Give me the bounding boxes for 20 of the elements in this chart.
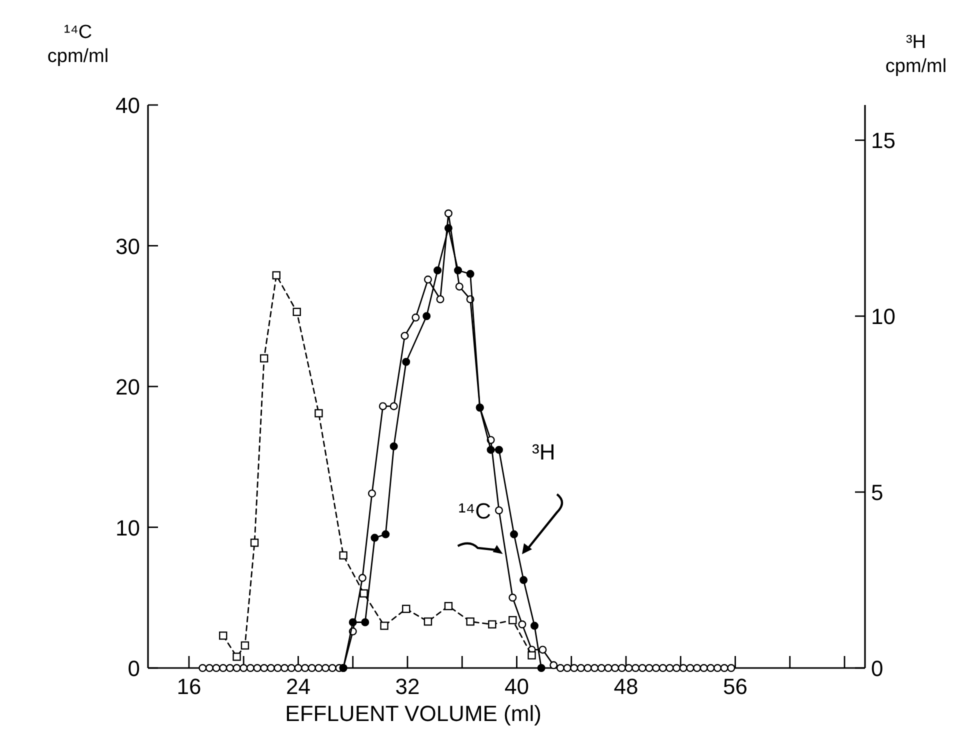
x-axis-title: EFFLUENT VOLUME (ml) [285, 701, 542, 726]
y-tick-label: 40 [116, 93, 140, 118]
y2-tick-label: 5 [871, 480, 884, 506]
x-tick-label: 32 [395, 674, 420, 699]
y2-tick-label: 15 [871, 128, 896, 154]
y2-axis-title: ³H cpm/ml [885, 32, 947, 77]
y2-tick-label: 0 [871, 656, 884, 681]
x-tick-label: 56 [723, 674, 748, 699]
series-label: ³H [532, 439, 556, 464]
x-tick-label: 16 [176, 674, 202, 699]
y-tick-label: 20 [116, 374, 140, 400]
y2-tick-label: 10 [871, 304, 896, 330]
y-axis-title: ¹⁴C cpm/ml [47, 22, 109, 67]
y-tick-label: 0 [128, 656, 140, 681]
series-label: ¹⁴C [458, 498, 492, 524]
x-tick-label: 24 [286, 674, 310, 699]
x-tick-label: 40 [504, 674, 529, 699]
x-tick-label: 48 [614, 674, 638, 699]
y-tick-label: 10 [116, 515, 140, 540]
y-tick-label: 30 [116, 234, 140, 259]
